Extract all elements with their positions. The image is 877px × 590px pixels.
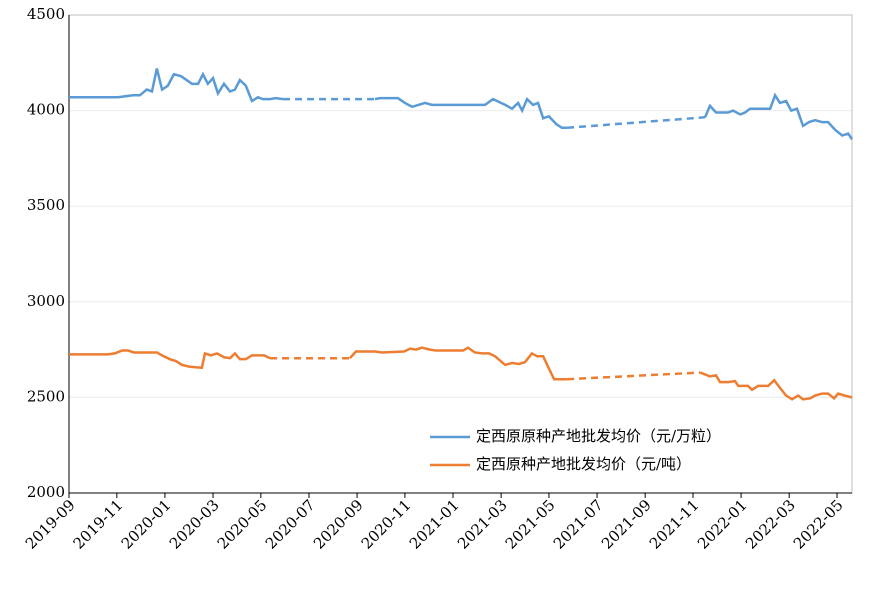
x-tick-label: 2020-07 [262,496,319,553]
x-tick-label: 2022-01 [694,496,751,553]
x-tick-label: 2021-03 [454,496,511,553]
x-tick-label: 2020-11 [358,496,415,553]
x-tick-label: 2021-07 [550,496,607,553]
line [69,346,853,401]
x-tick-label: 2019-09 [22,496,79,553]
line [69,68,854,140]
y-tick-label: 4500 [27,5,65,23]
legend-label: 定西原种产地批发均价（元/吨） [476,455,691,473]
x-tick-label: 2021-01 [406,496,463,553]
x-tick-label: 2020-05 [214,496,271,553]
y-tick-label: 2000 [27,483,65,501]
y-tick-label: 3000 [27,292,65,310]
x-tick-label: 2021-11 [646,496,703,553]
y-tick-label: 2500 [27,387,65,405]
y-tick-label: 3500 [27,196,65,214]
x-tick-label: 2022-05 [790,496,847,553]
x-tick-label: 2022-03 [742,496,799,553]
plot-frame [68,14,853,494]
x-tick-label: 2020-03 [166,496,223,553]
x-tick-label: 2020-01 [118,496,175,553]
line-gap-dashed [567,371,701,381]
y-tick-label: 4000 [27,101,65,119]
legend-label: 定西原原种产地批发均价（元/万粒） [476,427,721,445]
x-tick-label: 2020-09 [310,496,367,553]
x-tick-label: 2021-05 [502,496,559,553]
x-tick-label: 2019-11 [70,496,127,553]
x-tick-label: 2021-09 [598,496,655,553]
line-gap-dashed [566,116,706,130]
